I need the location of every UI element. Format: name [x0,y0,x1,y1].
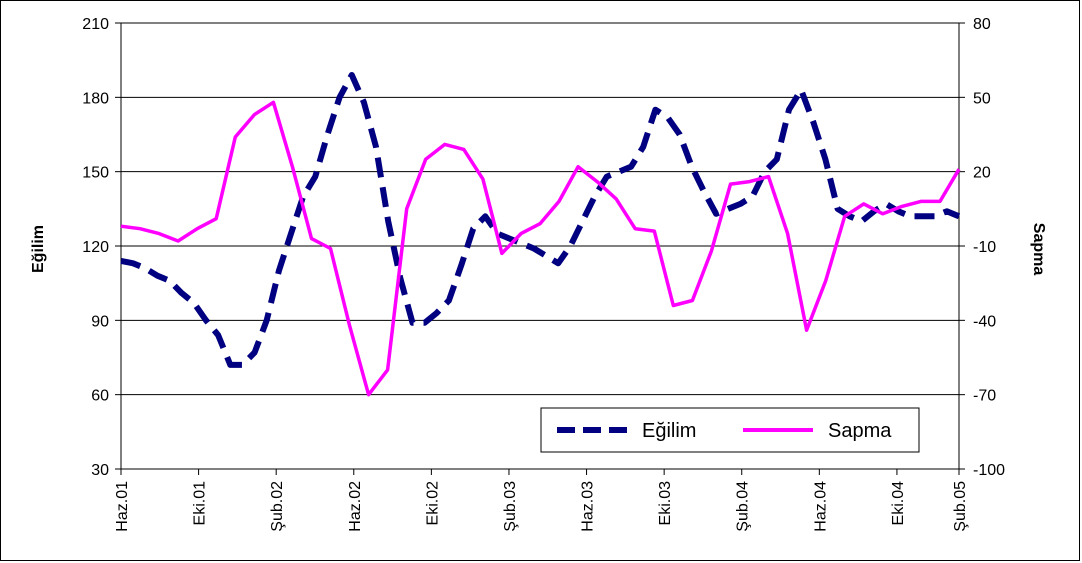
left-tick-label: 120 [82,239,109,256]
left-tick-label: 150 [82,165,109,182]
x-tick-label: Eki.03 [657,481,674,526]
left-tick-label: 90 [91,313,109,330]
left-tick-label: 60 [91,388,109,405]
right-axis-ticks: -100 -70 -40 -10 20 50 80 [959,16,1005,479]
x-axis-ticks: Haz.01 Eki.01 Şub.02 Haz.02 Eki.02 Şub.03 Haz.… [114,469,969,532]
right-tick-label: -40 [973,313,996,330]
left-tick-label: 180 [82,90,109,107]
legend-trend-label: Eğilim [642,420,696,442]
right-tick-label: -100 [973,462,1005,479]
left-axis-title: Eğilim [30,225,47,273]
legend-box [540,407,920,453]
x-tick-label: Şub.04 [735,481,752,532]
x-tick-label: Şub.05 [952,481,969,532]
trend-series-line [120,72,961,368]
x-tick-label: Şub.02 [269,481,286,532]
series-lines [120,72,961,397]
right-tick-label: 50 [973,90,991,107]
deviation-series-line [120,100,961,397]
x-tick-label: Haz.04 [812,481,829,532]
right-tick-label: -70 [973,388,996,405]
left-tick-label: 210 [82,16,109,33]
right-tick-label: 80 [973,16,991,33]
x-tick-label: Şub.03 [502,481,519,532]
x-tick-label: Eki.04 [890,481,907,526]
x-tick-label: Haz.03 [580,481,597,532]
right-axis-title: Sapma [1030,223,1047,276]
x-tick-label: Eki.01 [192,481,209,526]
gridlines [121,22,959,396]
left-tick-label: 30 [91,462,109,479]
legend-deviation-label: Sapma [828,420,892,442]
right-tick-label: 20 [973,165,991,182]
legend: Eğilim Sapma [540,407,920,453]
left-axis-ticks: 30 60 90 120 150 180 210 [82,16,121,479]
x-tick-label: Eki.02 [424,481,441,526]
right-tick-label: -10 [973,239,996,256]
x-tick-label: Haz.02 [347,481,364,532]
x-tick-label: Haz.01 [114,481,131,532]
